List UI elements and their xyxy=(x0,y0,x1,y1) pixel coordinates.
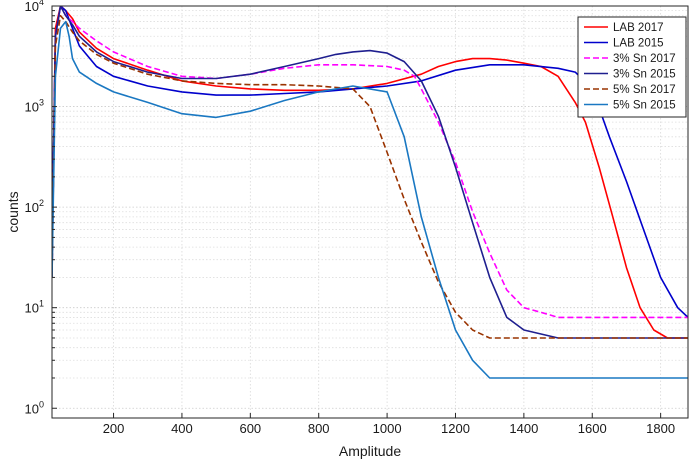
legend-label: 5% Sn 2015 xyxy=(613,100,676,112)
y-tick-label: 104 xyxy=(25,0,44,14)
series-line-3 xyxy=(52,6,688,319)
x-tick-label: 1800 xyxy=(646,421,675,436)
legend-label: 3% Sn 2017 xyxy=(613,53,676,65)
legend-label: 5% Sn 2017 xyxy=(613,84,676,96)
legend-label: LAB 2017 xyxy=(613,22,664,34)
y-tick-label: 101 xyxy=(25,299,44,316)
y-tick-label: 102 xyxy=(25,198,44,215)
x-tick-label: 200 xyxy=(103,421,125,436)
x-tick-labels: 200 400 600 800 1000 1200 1400 1600 1800 xyxy=(103,421,675,436)
series-line-4 xyxy=(52,6,688,339)
series-layer xyxy=(52,6,688,379)
x-tick-label: 1000 xyxy=(373,421,402,436)
legend-label: LAB 2015 xyxy=(613,38,664,50)
y-tick-labels: 100 101 102 103 104 xyxy=(25,0,44,416)
y-axis-title: counts xyxy=(5,191,21,232)
series-line-6 xyxy=(52,20,688,379)
x-tick-label: 1600 xyxy=(578,421,607,436)
grid-lines xyxy=(52,5,688,418)
x-tick-label: 400 xyxy=(171,421,193,436)
legend-label: 3% Sn 2015 xyxy=(613,69,676,81)
x-tick-label: 800 xyxy=(308,421,330,436)
legend: LAB 2017 LAB 2015 3% Sn 2017 3% Sn 2015 5% S… xyxy=(577,16,687,118)
x-tick-label: 1200 xyxy=(441,421,470,436)
series-line-1 xyxy=(52,6,688,339)
x-axis-title: Amplitude xyxy=(339,443,401,459)
x-tick-label: 1400 xyxy=(509,421,538,436)
legend-box xyxy=(577,16,687,118)
y-tick-label: 103 xyxy=(25,98,44,115)
y-tick-label: 100 xyxy=(25,399,44,416)
series-line-5 xyxy=(52,14,688,339)
tick-marks xyxy=(52,5,662,418)
x-tick-label: 600 xyxy=(239,421,261,436)
